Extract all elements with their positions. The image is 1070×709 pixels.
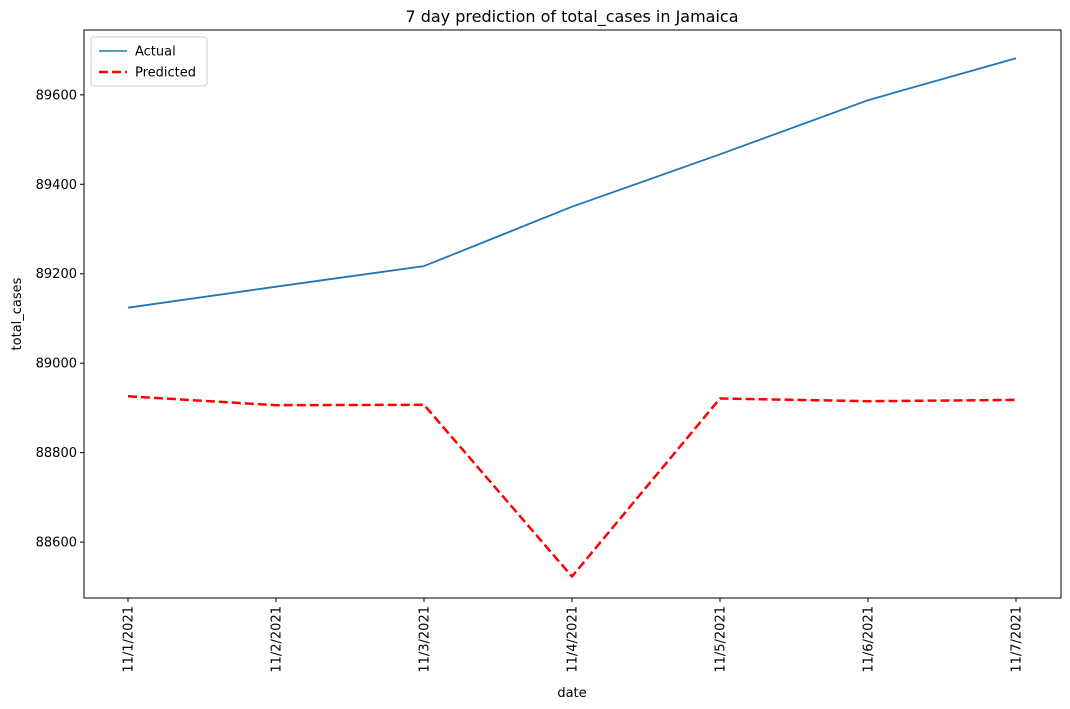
y-axis: 88600 88800 89000 89200 89400 89600 xyxy=(36,88,84,551)
x-tick-label: 11/1/2021 xyxy=(122,606,137,673)
legend-box xyxy=(90,36,208,87)
y-tick-label: 88600 xyxy=(36,536,77,551)
legend-label-predicted: Predicted xyxy=(135,66,196,81)
x-tick-label: 11/3/2021 xyxy=(418,606,433,673)
y-tick-label: 89600 xyxy=(36,88,77,103)
plot-frame xyxy=(83,29,1062,599)
legend: Actual Predicted xyxy=(90,36,208,87)
x-axis-label: date xyxy=(557,686,586,701)
chart-title: 7 day prediction of total_cases in Jamai… xyxy=(405,7,738,27)
plot-lines xyxy=(127,57,1017,578)
y-tick-label: 89400 xyxy=(36,178,77,193)
y-tick-label: 89200 xyxy=(36,267,77,282)
series-line-actual xyxy=(127,57,1017,309)
y-tick-label: 89000 xyxy=(36,357,77,372)
x-tick-label: 11/2/2021 xyxy=(270,606,285,673)
series-line-predicted xyxy=(127,395,1017,578)
y-tick-label: 88800 xyxy=(36,446,77,461)
x-axis: 11/1/2021 11/2/2021 11/3/2021 11/4/2021 11/5… xyxy=(122,598,1025,673)
y-axis-label: total_cases xyxy=(10,277,25,350)
legend-label-actual: Actual xyxy=(135,45,176,60)
x-tick-label: 11/7/2021 xyxy=(1010,606,1025,673)
x-tick-label: 11/5/2021 xyxy=(714,606,729,673)
x-tick-label: 11/6/2021 xyxy=(862,606,877,673)
x-tick-label: 11/4/2021 xyxy=(566,606,581,673)
